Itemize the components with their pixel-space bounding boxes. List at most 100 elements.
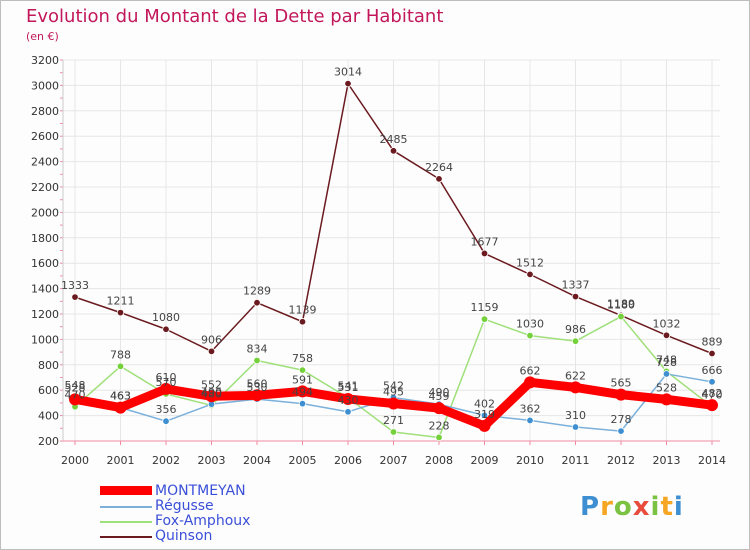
- y-tick-label: 2600: [31, 130, 59, 143]
- data-label-regusse: 542: [383, 380, 404, 393]
- data-label-regusse: 310: [565, 409, 586, 422]
- data-point-montmeyan: [69, 393, 81, 406]
- y-tick-label: 1600: [31, 257, 59, 270]
- logo-letter: t: [660, 492, 674, 522]
- data-point-quinson: [571, 292, 580, 301]
- data-point-montmeyan: [569, 381, 582, 394]
- data-point-fox-amphoux: [480, 315, 489, 323]
- chart-title: Evolution du Montant de la Dette par Hab…: [26, 6, 444, 27]
- data-point-quinson: [389, 147, 398, 155]
- data-point-fox-amphoux: [253, 356, 261, 365]
- data-label-quinson: 2485: [380, 133, 408, 146]
- data-label-montmeyan: 622: [565, 369, 586, 382]
- x-tick-label: 2012: [607, 454, 635, 467]
- data-point-regusse: [708, 378, 716, 386]
- data-label-fox-amphoux: 834: [247, 342, 268, 355]
- data-label-quinson: 1333: [61, 279, 89, 292]
- legend-swatch-regusse: [100, 506, 152, 508]
- legend-swatch-montmeyan: [100, 486, 152, 495]
- data-label-regusse: 494: [292, 386, 313, 399]
- data-point-regusse: [162, 417, 170, 425]
- data-point-fox-amphoux: [298, 366, 307, 374]
- data-point-fox-amphoux: [435, 433, 443, 442]
- data-point-quinson: [298, 318, 307, 326]
- y-tick-label: 800: [38, 359, 59, 372]
- y-tick-label: 1800: [31, 232, 59, 245]
- data-point-regusse: [526, 416, 534, 425]
- logo-letter: r: [600, 492, 614, 522]
- data-label-quinson: 1139: [289, 304, 317, 317]
- data-point-fox-amphoux: [116, 362, 125, 371]
- x-tick-label: 2006: [334, 454, 362, 467]
- data-point-fox-amphoux: [526, 331, 534, 340]
- data-label-fox-amphoux: 758: [292, 352, 313, 365]
- data-label-quinson: 1512: [516, 256, 544, 269]
- x-tick-label: 2001: [107, 454, 135, 467]
- x-tick-label: 2014: [698, 454, 726, 467]
- data-label-montmeyan: 459: [429, 390, 450, 403]
- y-tick-label: 2200: [31, 181, 59, 194]
- data-label-regusse: 490: [201, 386, 222, 399]
- data-label-quinson: 1337: [562, 279, 590, 292]
- data-label-fox-amphoux: 570: [156, 376, 177, 389]
- data-label-fox-amphoux: 470: [702, 389, 723, 402]
- data-label-montmeyan: 528: [656, 381, 677, 394]
- data-point-montmeyan: [296, 385, 309, 398]
- proxiti-logo: Proxiti: [580, 492, 684, 522]
- data-label-fox-amphoux: 1180: [607, 299, 635, 312]
- data-point-montmeyan: [478, 419, 491, 432]
- data-label-fox-amphoux: 480: [201, 387, 222, 400]
- data-label-regusse: 728: [656, 356, 677, 369]
- legend-label-regusse: Régusse: [155, 498, 214, 514]
- y-tick-label: 200: [38, 435, 59, 448]
- data-point-regusse: [571, 423, 580, 431]
- y-tick-label: 600: [38, 384, 59, 397]
- data-point-regusse: [344, 408, 352, 416]
- y-tick-label: 2400: [31, 156, 59, 169]
- data-label-quinson: 1080: [152, 311, 180, 324]
- chart-subtitle: (en €): [26, 30, 59, 43]
- legend-swatch-quinson: [100, 536, 152, 538]
- data-point-quinson: [162, 325, 170, 333]
- data-label-montmeyan: 591: [292, 373, 313, 386]
- data-point-quinson: [116, 308, 125, 317]
- data-label-montmeyan: 560: [247, 377, 268, 390]
- x-tick-label: 2003: [198, 454, 226, 467]
- data-label-montmeyan: 552: [201, 378, 222, 391]
- data-label-quinson: 906: [201, 333, 222, 346]
- data-label-quinson: 1189: [607, 297, 635, 310]
- data-point-regusse: [298, 399, 307, 408]
- data-label-regusse: 356: [156, 403, 177, 416]
- grid-lines: [63, 59, 720, 442]
- x-tick-label: 2000: [61, 454, 89, 467]
- data-point-montmeyan: [251, 389, 263, 402]
- data-label-quinson: 1032: [653, 317, 681, 330]
- data-point-montmeyan: [114, 401, 127, 414]
- data-label-montmeyan: 565: [611, 377, 632, 390]
- data-label-fox-amphoux: 1159: [471, 301, 499, 314]
- legend-label-montmeyan: MONTMEYAN: [155, 483, 246, 499]
- data-label-fox-amphoux: 986: [565, 323, 586, 336]
- data-label-regusse: 278: [611, 413, 632, 426]
- data-label-montmeyan: 531: [338, 381, 359, 394]
- data-point-regusse: [480, 411, 489, 420]
- data-label-fox-amphoux: 228: [429, 419, 450, 432]
- data-label-quinson: 1289: [243, 285, 271, 298]
- data-label-montmeyan: 463: [110, 390, 131, 403]
- data-point-quinson: [662, 331, 671, 340]
- x-tick-label: 2010: [516, 454, 544, 467]
- data-point-fox-amphoux: [571, 337, 580, 345]
- x-tick-label: 2008: [425, 454, 453, 467]
- data-label-fox-amphoux: 271: [383, 414, 404, 427]
- x-tick-label: 2004: [243, 454, 271, 467]
- data-label-quinson: 889: [702, 335, 723, 348]
- data-point-fox-amphoux: [617, 312, 625, 321]
- axes: 200 400 600 800 1000 1200 1400 1600 1800 2000 2200…: [31, 54, 726, 467]
- data-label-montmeyan: 482: [702, 387, 723, 400]
- data-point-regusse: [617, 427, 625, 435]
- legend-swatch-fox-amphoux: [100, 521, 152, 523]
- data-label-regusse: 666: [702, 364, 723, 377]
- data-label-regusse: 362: [520, 402, 541, 415]
